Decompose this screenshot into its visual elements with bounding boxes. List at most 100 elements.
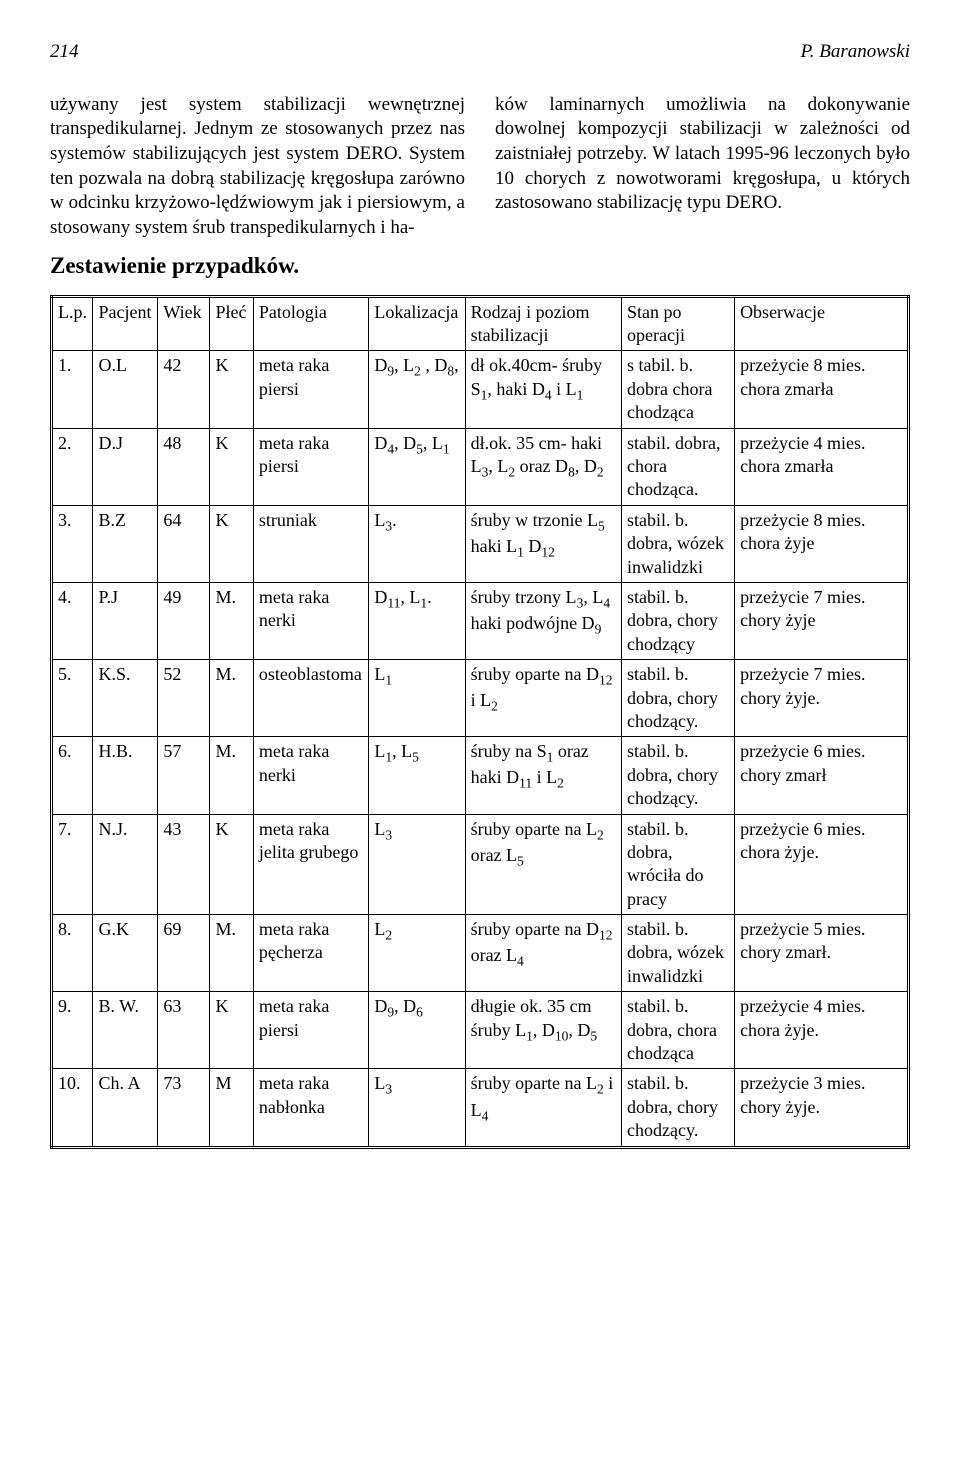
cell-lok: D11, L1.: [369, 583, 465, 660]
cell-wiek: 73: [158, 1069, 210, 1147]
cell-rod: długie ok. 35 cm śruby L1, D10, D5: [465, 992, 621, 1069]
cell-plec: M.: [210, 915, 253, 992]
cell-lok: D4, D5, L1: [369, 428, 465, 505]
table-row: 3.B.Z64KstruniakL3.śruby w trzonie L5 ha…: [52, 505, 909, 582]
cell-plec: M.: [210, 737, 253, 814]
cell-rod: śruby oparte na D12 i L2: [465, 660, 621, 737]
cell-lp: 4.: [52, 583, 93, 660]
cell-plec: M.: [210, 660, 253, 737]
cell-pac: H.B.: [93, 737, 158, 814]
cell-rod: śruby na S1 oraz haki D11 i L2: [465, 737, 621, 814]
cell-lok: L3.: [369, 505, 465, 582]
cell-pac: N.J.: [93, 814, 158, 915]
cell-rod: śruby w trzonie L5 haki L1 D12: [465, 505, 621, 582]
cell-pac: O.L: [93, 351, 158, 428]
cell-obs: przeżycie 6 mies. chora żyje.: [735, 814, 909, 915]
cell-pac: B. W.: [93, 992, 158, 1069]
table-row: 7.N.J.43Kmeta raka jelita grubegoL3śruby…: [52, 814, 909, 915]
cell-lok: D9, D6: [369, 992, 465, 1069]
th-lok: Lokalizacja: [369, 296, 465, 351]
th-wiek: Wiek: [158, 296, 210, 351]
cell-rod: śruby oparte na L2 i L4: [465, 1069, 621, 1147]
cell-lok: L3: [369, 1069, 465, 1147]
cell-pac: B.Z: [93, 505, 158, 582]
cell-rod: śruby oparte na D12 oraz L4: [465, 915, 621, 992]
cell-wiek: 69: [158, 915, 210, 992]
cell-pat: meta raka piersi: [253, 351, 368, 428]
cell-plec: K: [210, 428, 253, 505]
section-heading: Zestawienie przypadków.: [50, 251, 910, 281]
cell-rod: dł ok.40cm- śruby S1, haki D4 i L1: [465, 351, 621, 428]
cell-lok: L1: [369, 660, 465, 737]
cell-stan: stabil. b. dobra, chory chodzący.: [622, 660, 735, 737]
cell-lp: 7.: [52, 814, 93, 915]
page-number: 214: [50, 40, 79, 65]
cell-obs: przeżycie 6 mies. chory zmarł: [735, 737, 909, 814]
th-pac: Pacjent: [93, 296, 158, 351]
cell-obs: przeżycie 4 mies. chora zmarła: [735, 428, 909, 505]
cell-pac: P.J: [93, 583, 158, 660]
author-name: P. Baranowski: [801, 40, 910, 65]
table-row: 2.D.J48Kmeta raka piersiD4, D5, L1dł.ok.…: [52, 428, 909, 505]
cell-plec: M: [210, 1069, 253, 1147]
table-row: 4.P.J49M.meta raka nerkiD11, L1.śruby tr…: [52, 583, 909, 660]
cell-wiek: 63: [158, 992, 210, 1069]
cell-pac: K.S.: [93, 660, 158, 737]
cell-obs: przeżycie 7 mies. chory żyje.: [735, 660, 909, 737]
cell-lok: D9, L2 , D8,: [369, 351, 465, 428]
cell-plec: M.: [210, 583, 253, 660]
body-text-right: ków laminarnych umożliwia na dokonywanie…: [495, 93, 910, 241]
cell-stan: stabil. b. dobra, chory chodzący.: [622, 737, 735, 814]
cell-lp: 3.: [52, 505, 93, 582]
cell-pat: meta raka piersi: [253, 428, 368, 505]
cell-pat: meta raka nerki: [253, 583, 368, 660]
th-lp: L.p.: [52, 296, 93, 351]
th-obs: Obserwacje: [735, 296, 909, 351]
cell-stan: s tabil. b. dobra chora chodząca: [622, 351, 735, 428]
cell-lok: L3: [369, 814, 465, 915]
cell-wiek: 48: [158, 428, 210, 505]
table-row: 10.Ch. A73Mmeta raka nabłonkaL3śruby opa…: [52, 1069, 909, 1147]
cell-wiek: 42: [158, 351, 210, 428]
th-stan: Stan po operacji: [622, 296, 735, 351]
cell-wiek: 49: [158, 583, 210, 660]
body-text-left: używany jest system stabilizacji wewnętr…: [50, 93, 465, 241]
table-row: 5.K.S.52M.osteoblastomaL1śruby oparte na…: [52, 660, 909, 737]
cell-stan: stabil. b. dobra, wróciła do pracy: [622, 814, 735, 915]
th-rod: Rodzaj i poziom stabilizacji: [465, 296, 621, 351]
table-row: 6.H.B.57M.meta raka nerkiL1, L5śruby na …: [52, 737, 909, 814]
cell-plec: K: [210, 814, 253, 915]
cell-lp: 6.: [52, 737, 93, 814]
cell-obs: przeżycie 8 mies. chora zmarła: [735, 351, 909, 428]
cell-lp: 2.: [52, 428, 93, 505]
page-header: 214 P. Baranowski: [50, 40, 910, 65]
table-header-row: L.p. Pacjent Wiek Płeć Patologia Lokaliz…: [52, 296, 909, 351]
th-plec: Płeć: [210, 296, 253, 351]
table-row: 9.B. W.63Kmeta raka piersiD9, D6długie o…: [52, 992, 909, 1069]
cell-stan: stabil. b. dobra, wózek inwalidzki: [622, 505, 735, 582]
cell-obs: przeżycie 3 mies. chory żyje.: [735, 1069, 909, 1147]
cell-wiek: 64: [158, 505, 210, 582]
table-row: 1.O.L42Kmeta raka piersiD9, L2 , D8,dł o…: [52, 351, 909, 428]
cell-rod: dł.ok. 35 cm- haki L3, L2 oraz D8, D2: [465, 428, 621, 505]
cell-wiek: 43: [158, 814, 210, 915]
cell-stan: stabil. b. dobra, chory chodzący.: [622, 1069, 735, 1147]
cell-pat: meta raka nerki: [253, 737, 368, 814]
cell-lp: 10.: [52, 1069, 93, 1147]
cell-rod: śruby oparte na L2 oraz L5: [465, 814, 621, 915]
cell-obs: przeżycie 4 mies. chora żyje.: [735, 992, 909, 1069]
cell-stan: stabil. b. dobra, chory chodzący: [622, 583, 735, 660]
cell-pat: meta raka nabłonka: [253, 1069, 368, 1147]
cell-plec: K: [210, 505, 253, 582]
cell-stan: stabil. dobra, chora chodząca.: [622, 428, 735, 505]
table-row: 8.G.K69M.meta raka pęcherzaL2śruby opart…: [52, 915, 909, 992]
cell-lp: 9.: [52, 992, 93, 1069]
cases-table: L.p. Pacjent Wiek Płeć Patologia Lokaliz…: [50, 295, 910, 1149]
cell-wiek: 52: [158, 660, 210, 737]
cell-pat: meta raka piersi: [253, 992, 368, 1069]
cell-stan: stabil. b. dobra, wózek inwalidzki: [622, 915, 735, 992]
cell-plec: K: [210, 351, 253, 428]
cell-rod: śruby trzony L3, L4 haki podwójne D9: [465, 583, 621, 660]
cell-lok: L1, L5: [369, 737, 465, 814]
cell-lp: 1.: [52, 351, 93, 428]
